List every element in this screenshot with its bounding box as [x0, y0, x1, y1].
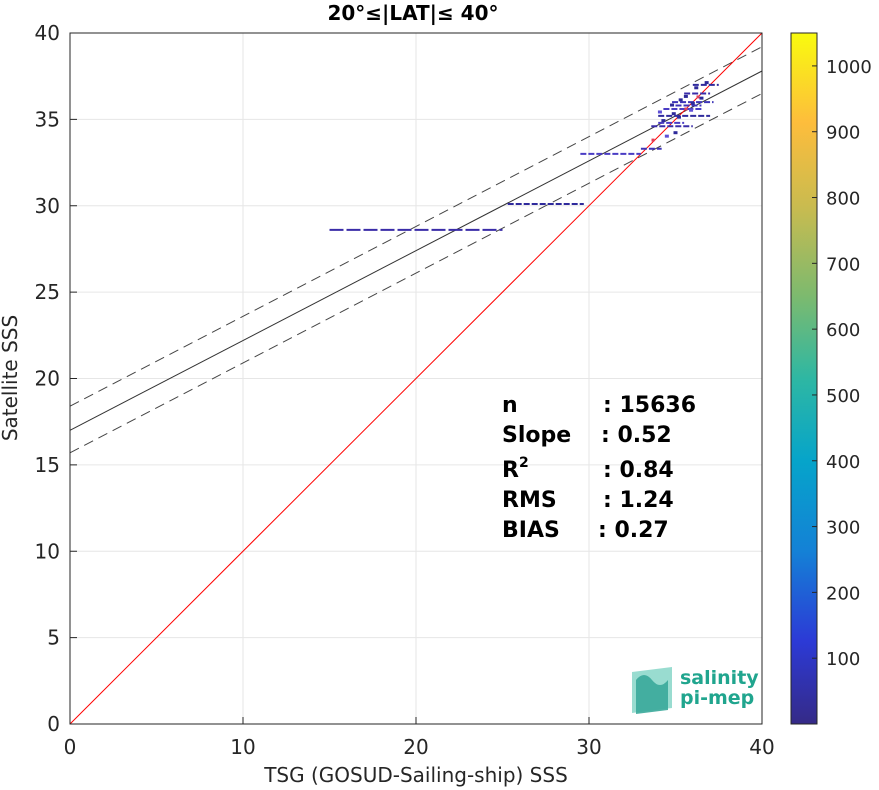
x-tick-label: 30: [576, 735, 601, 759]
data-point-hot: [651, 138, 655, 142]
colorbar-tick-label: 300: [826, 518, 860, 539]
stat-label: Slope: [502, 423, 571, 448]
data-point-hot: [684, 107, 688, 111]
x-tick-label: 0: [64, 735, 77, 759]
y-tick-label: 35: [35, 107, 60, 131]
colorbar-tick-label: 600: [826, 320, 860, 341]
logo-wave-back-icon: [636, 675, 668, 714]
stat-value: : 1.24: [603, 488, 674, 513]
y-tick-label: 15: [35, 453, 60, 477]
stat-label-superscript: 2: [519, 455, 529, 471]
stat-value: : 0.52: [601, 423, 672, 448]
stat-label: R: [502, 458, 519, 483]
logo-line1: salinity: [680, 667, 759, 689]
x-tick-label: 40: [749, 735, 774, 759]
data-point: [683, 94, 688, 98]
y-tick-label: 40: [35, 21, 60, 45]
y-tick-label: 20: [35, 367, 60, 391]
data-point: [661, 119, 666, 123]
colorbar-tick-label: 900: [826, 123, 860, 144]
data-point: [676, 115, 681, 119]
y-axis-label: Satellite SSS: [0, 315, 22, 441]
lower-bound-line: [69, 93, 763, 454]
data-point: [699, 96, 704, 100]
colorbar: 100 200 300 400 500 600 700 800 900 1000: [790, 32, 872, 725]
colorbar-tick-label: 700: [826, 254, 860, 275]
colorbar-tick-label: 200: [826, 583, 860, 604]
upper-bound-line: [69, 46, 763, 407]
data-point: [657, 110, 662, 114]
x-tick-label: 10: [230, 735, 255, 759]
y-axis-ticks: 0 5 10 15 20 25 30 35 40: [35, 21, 77, 736]
stat-label: BIAS: [502, 518, 560, 543]
stat-label: n: [502, 393, 518, 418]
data-point: [704, 81, 709, 85]
data-point: [690, 101, 695, 105]
colorbar-tick-label: 400: [826, 452, 860, 473]
y-tick-label: 0: [47, 712, 60, 736]
salinity-pi-mep-logo: salinity pi-mep: [632, 667, 759, 714]
data-points: [329, 81, 719, 231]
x-axis-ticks: 0 10 20 30 40: [64, 717, 775, 759]
stat-value: : 0.84: [603, 458, 674, 483]
data-point: [670, 103, 675, 107]
data-point: [664, 134, 669, 138]
colorbar-tick-label: 500: [826, 386, 860, 407]
data-point: [671, 112, 676, 116]
data-point: [694, 86, 699, 90]
data-point: [678, 98, 683, 102]
x-axis-label: TSG (GOSUD-Sailing-ship) SSS: [263, 763, 568, 787]
stat-label: RMS: [502, 488, 557, 513]
stat-value: : 15636: [603, 393, 696, 418]
data-point: [689, 108, 694, 112]
stat-value: : 0.27: [598, 518, 669, 543]
regression-line: [69, 70, 763, 431]
y-tick-label: 10: [35, 539, 60, 563]
y-tick-label: 5: [47, 626, 60, 650]
chart-title: 20°≤|LAT|≤ 40°: [327, 1, 498, 25]
y-tick-label: 25: [35, 280, 60, 304]
colorbar-tick-label: 800: [826, 189, 860, 210]
colorbar-gradient: [790, 32, 818, 725]
data-point-hot: [696, 95, 700, 99]
stats-box: n : 15636 Slope : 0.52 R 2 : 0.84 RMS : 1.24 BIAS…: [502, 393, 696, 543]
data-point: [673, 131, 678, 135]
x-tick-label: 20: [403, 735, 428, 759]
colorbar-tick-label: 100: [826, 649, 860, 670]
colorbar-tick-label: 1000: [826, 57, 872, 78]
logo-line2: pi-mep: [680, 687, 754, 709]
y-tick-label: 30: [35, 194, 60, 218]
